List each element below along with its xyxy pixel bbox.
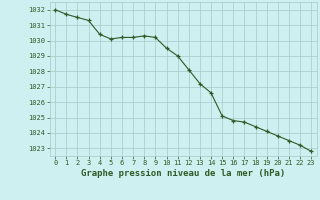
X-axis label: Graphe pression niveau de la mer (hPa): Graphe pression niveau de la mer (hPa) [81, 169, 285, 178]
